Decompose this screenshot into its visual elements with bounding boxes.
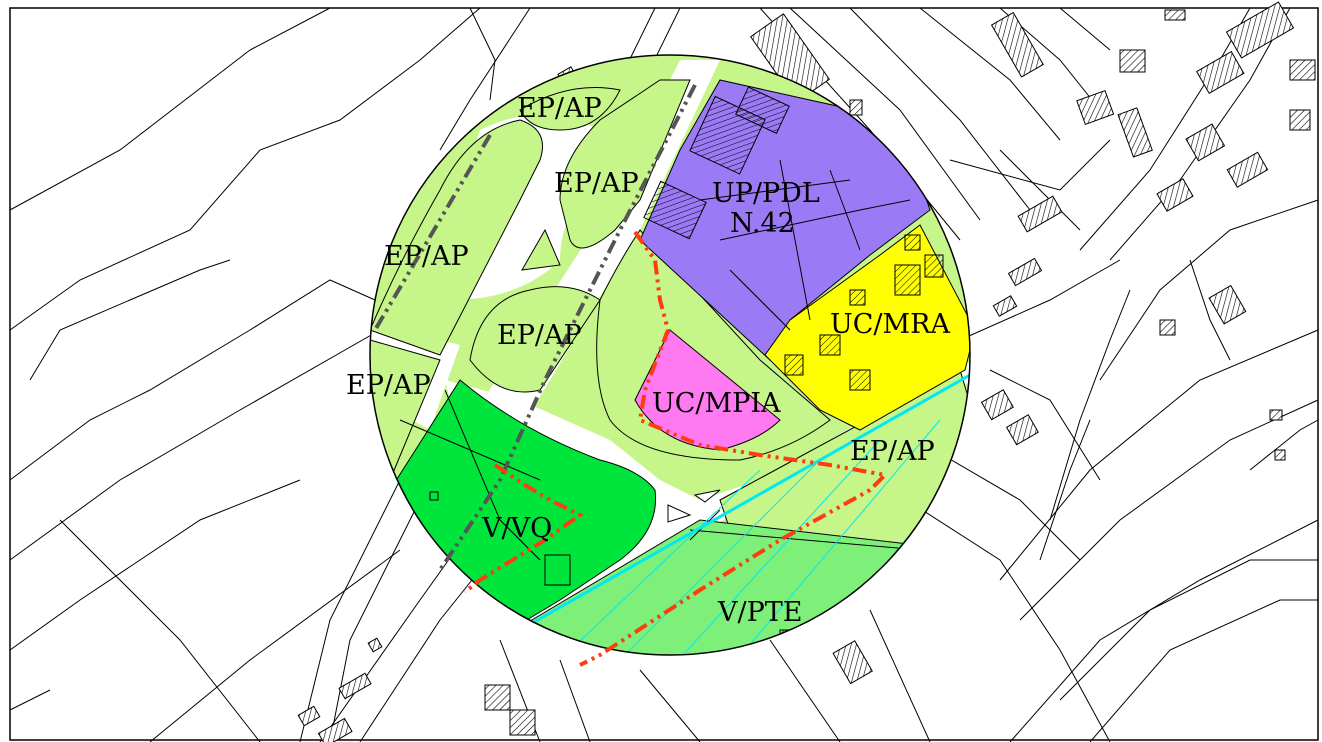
label-epap-upper-mid: EP/AP (554, 168, 639, 199)
triangle-island-north (521, 228, 561, 271)
label-up-pdl: UP/PDL (712, 178, 820, 209)
orange-boundary-lines (463, 230, 890, 667)
label-uc-mpia: UC/MPIA (652, 388, 781, 419)
zone-epap-upper-mid (559, 79, 691, 249)
triangle-island-east (693, 489, 721, 503)
zone-epap-left (370, 119, 543, 356)
zoning-circle (370, 55, 970, 655)
label-uc-mra: UC/MRA (830, 309, 950, 340)
zone-uc-mra (764, 224, 970, 431)
label-v-pte: V/PTE (717, 597, 802, 628)
label-epap-center: EP/AP (497, 320, 582, 351)
zone-epap-top (519, 87, 621, 131)
zone-epap-center (469, 286, 601, 393)
label-epap-left: EP/AP (384, 241, 469, 272)
grey-axis-lines (373, 84, 697, 572)
triangle-island-south (667, 504, 692, 523)
label-epap-right: EP/AP (850, 436, 935, 467)
label-v-vq: V/VQ (481, 513, 552, 544)
label-up-pdl-number: N.42 (730, 208, 795, 239)
zoning-circle-outline (369, 54, 971, 656)
label-epap-top: EP/AP (517, 93, 602, 124)
buildings (297, 1, 1316, 742)
zone-labels: EP/AP EP/AP EP/AP EP/AP EP/AP EP/AP UP/P… (346, 93, 950, 628)
label-epap-lower-left: EP/AP (346, 370, 431, 401)
